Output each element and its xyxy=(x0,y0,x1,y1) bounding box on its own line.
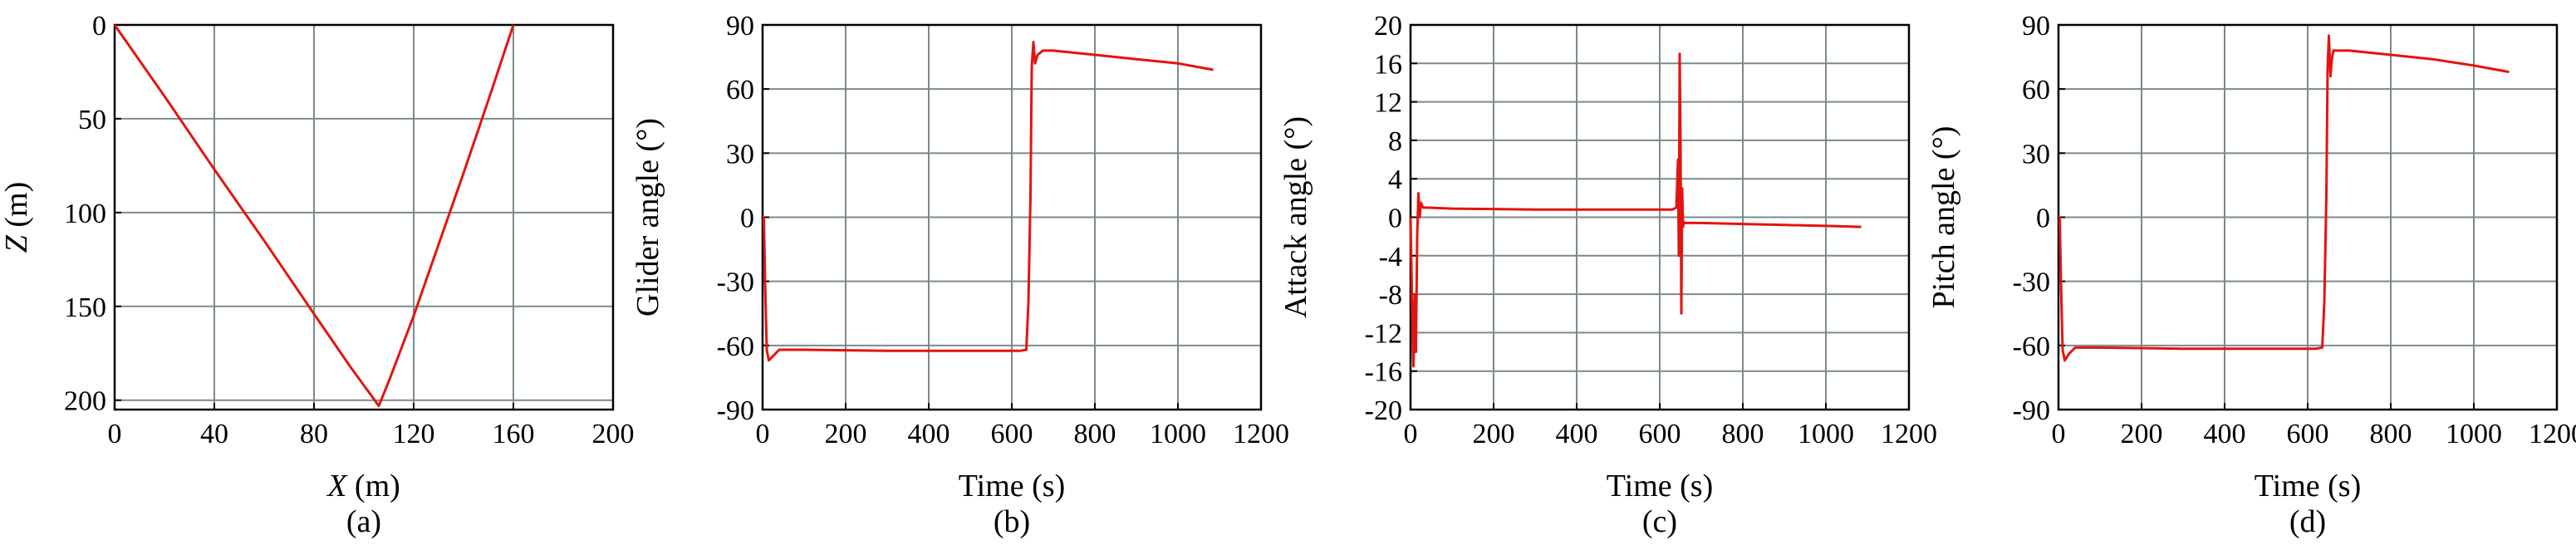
y-axis-label: Attack angle (°) xyxy=(1278,116,1313,318)
series-line-0 xyxy=(2058,34,2510,362)
x-tick-label: 400 xyxy=(2204,419,2246,449)
y-tick-label: 30 xyxy=(2022,139,2050,169)
x-tick-label: 80 xyxy=(300,419,328,449)
plot-frame xyxy=(113,23,615,411)
panel-label: (a) xyxy=(346,504,381,539)
y-tick-label: -8 xyxy=(1379,280,1402,311)
y-tick-label: 0 xyxy=(2036,204,2050,234)
x-tick-label: 0 xyxy=(108,419,122,449)
y-tick-label: -60 xyxy=(717,331,754,362)
panel-label: (c) xyxy=(1642,504,1677,539)
x-axis-label: X (m) xyxy=(326,469,400,503)
y-tick-label: 30 xyxy=(726,139,754,169)
y-tick-label: 20 xyxy=(1374,11,1402,42)
x-tick-label: 600 xyxy=(2287,419,2329,449)
x-tick-label: 1000 xyxy=(1798,419,1854,449)
y-tick-label: 60 xyxy=(726,75,754,106)
x-tick-label: 800 xyxy=(1074,419,1116,449)
y-tick-label: -60 xyxy=(2013,331,2050,362)
x-tick-label: 1200 xyxy=(1233,419,1289,449)
x-axis-label: Time (s) xyxy=(2255,469,2361,503)
x-tick-label: 0 xyxy=(756,419,770,449)
x-tick-label: 200 xyxy=(2121,419,2163,449)
y-tick-label: 0 xyxy=(740,204,754,234)
x-tick-label: 120 xyxy=(393,419,435,449)
y-tick-label: 0 xyxy=(92,11,106,42)
x-axis-label: Time (s) xyxy=(1607,469,1713,503)
y-tick-label: -90 xyxy=(2013,395,2050,426)
y-tick-label: -30 xyxy=(717,268,754,298)
y-tick-label: 0 xyxy=(1388,204,1402,234)
y-tick-label: 200 xyxy=(64,386,106,417)
chart-panel-c: 0 200 400 600 800 1000 1200 -20 -16 -12 -8 -4 0 4 8 12 1… xyxy=(1278,11,1937,539)
series-line-0 xyxy=(1409,52,1862,368)
x-tick-label: 1200 xyxy=(2529,419,2576,449)
y-tick-label: 100 xyxy=(64,199,106,229)
x-tick-label: 200 xyxy=(592,419,635,449)
series-line-0 xyxy=(763,41,1214,362)
y-tick-label: 12 xyxy=(1374,88,1402,119)
x-tick-label: 600 xyxy=(991,419,1033,449)
y-tick-label: 60 xyxy=(2022,75,2050,106)
x-tick-label: 1000 xyxy=(2446,419,2502,449)
y-tick-label: 16 xyxy=(1374,49,1402,80)
x-tick-label: 0 xyxy=(1404,419,1418,449)
y-tick-label: -12 xyxy=(1365,318,1402,349)
y-tick-label: -20 xyxy=(1365,395,1402,426)
y-tick-label: -90 xyxy=(717,395,754,426)
x-tick-label: 200 xyxy=(1473,419,1515,449)
y-tick-label: 4 xyxy=(1388,164,1402,195)
panel-label: (b) xyxy=(994,504,1030,539)
x-tick-label: 1000 xyxy=(1150,419,1206,449)
y-tick-label: -4 xyxy=(1379,242,1402,272)
x-tick-label: 160 xyxy=(493,419,535,449)
series-line-0 xyxy=(113,24,515,407)
y-axis-label: Z (m) xyxy=(0,182,34,253)
panel-label: (d) xyxy=(2289,504,2326,539)
x-tick-label: 400 xyxy=(1556,419,1598,449)
x-tick-label: 40 xyxy=(200,419,228,449)
x-tick-label: 600 xyxy=(1639,419,1681,449)
x-tick-label: 200 xyxy=(825,419,867,449)
y-tick-label: 8 xyxy=(1388,126,1402,157)
y-tick-label: 90 xyxy=(726,11,754,42)
chart-panel-b: 0 200 400 600 800 1000 1200 -90 -60 -30 0 30 60 90 Tim… xyxy=(631,11,1289,539)
y-tick-label: -30 xyxy=(2013,268,2050,298)
y-axis-label: Pitch angle (°) xyxy=(1926,126,1961,309)
y-axis-label: Glider angle (°) xyxy=(631,118,665,317)
x-tick-label: 800 xyxy=(2370,419,2412,449)
x-tick-label: 0 xyxy=(2052,419,2066,449)
y-tick-label: -16 xyxy=(1365,357,1402,388)
x-axis-label: Time (s) xyxy=(959,469,1065,503)
y-tick-label: 50 xyxy=(78,105,106,135)
y-tick-label: 150 xyxy=(64,292,106,323)
y-tick-label: 90 xyxy=(2022,11,2050,42)
x-tick-label: 400 xyxy=(908,419,950,449)
x-tick-label: 800 xyxy=(1722,419,1764,449)
chart-panel-d: 0 200 400 600 800 1000 1200 -90 -60 -30 0 30 60 90 Tim… xyxy=(1926,11,2576,539)
x-tick-label: 1200 xyxy=(1881,419,1937,449)
